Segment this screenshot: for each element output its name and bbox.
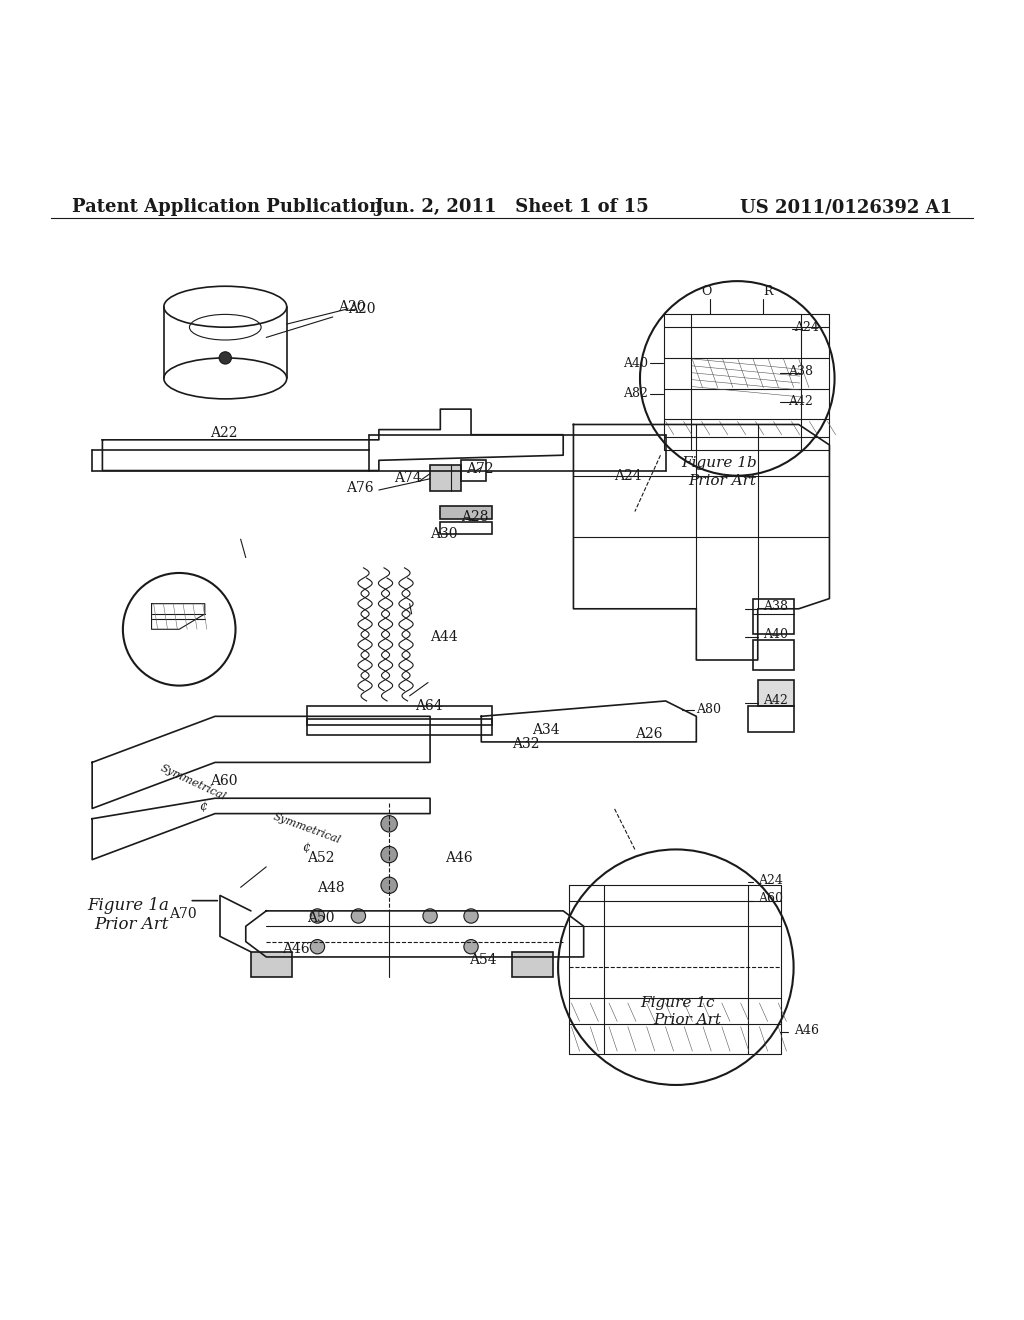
Bar [440, 507, 492, 519]
Text: A42: A42 [788, 396, 813, 408]
Text: Prior Art: Prior Art [94, 916, 169, 933]
Text: A46: A46 [794, 1024, 818, 1038]
Text: A74: A74 [394, 471, 422, 484]
Text: ¢: ¢ [302, 841, 310, 854]
Circle shape [310, 940, 325, 954]
Circle shape [464, 909, 478, 923]
Text: A24: A24 [794, 321, 818, 334]
Text: A64: A64 [415, 700, 442, 713]
Text: A72: A72 [466, 462, 494, 475]
Circle shape [310, 909, 325, 923]
Text: Prior Art: Prior Art [688, 474, 756, 488]
Text: O: O [701, 285, 712, 298]
Text: A46: A46 [282, 941, 309, 956]
Circle shape [464, 940, 478, 954]
Circle shape [423, 909, 437, 923]
Text: A76: A76 [346, 480, 374, 495]
Text: A54: A54 [469, 953, 497, 968]
Text: A20: A20 [348, 302, 376, 315]
Bar [461, 461, 486, 480]
Text: Symmetrical: Symmetrical [271, 812, 342, 846]
Bar [251, 952, 292, 977]
Circle shape [351, 909, 366, 923]
Text: Figure 1b: Figure 1b [681, 457, 757, 470]
Text: Figure 1c: Figure 1c [640, 997, 715, 1010]
Text: Prior Art: Prior Art [653, 1014, 721, 1027]
Text: A30: A30 [430, 527, 458, 541]
Circle shape [381, 876, 397, 894]
Text: Jun. 2, 2011   Sheet 1 of 15: Jun. 2, 2011 Sheet 1 of 15 [375, 198, 649, 216]
Text: A22: A22 [210, 425, 238, 440]
Text: A80: A80 [696, 702, 721, 715]
Text: A24: A24 [758, 874, 782, 887]
Text: ¢: ¢ [200, 800, 208, 813]
Text: A44: A44 [430, 631, 458, 644]
Text: A40: A40 [763, 628, 787, 642]
Text: A42: A42 [763, 694, 787, 708]
Text: A20: A20 [338, 300, 366, 314]
Bar [430, 466, 461, 491]
Text: A40: A40 [623, 356, 647, 370]
Text: R: R [763, 285, 772, 298]
Text: A82: A82 [623, 387, 647, 400]
Text: Symmetrical: Symmetrical [159, 763, 227, 803]
Text: A28: A28 [461, 510, 488, 524]
Text: A26: A26 [635, 727, 663, 741]
Text: A38: A38 [763, 601, 787, 614]
Bar [307, 706, 492, 725]
Bar [512, 952, 553, 977]
Text: A38: A38 [788, 364, 813, 378]
Text: A48: A48 [317, 882, 345, 895]
Text: Figure 1a: Figure 1a [87, 898, 169, 915]
Text: A60: A60 [210, 774, 238, 788]
Text: US 2011/0126392 A1: US 2011/0126392 A1 [740, 198, 952, 216]
Text: A52: A52 [307, 850, 335, 865]
Text: A70: A70 [169, 907, 197, 921]
Text: A34: A34 [532, 722, 560, 737]
Bar [753, 639, 794, 671]
Bar [748, 706, 794, 731]
Text: A46: A46 [445, 850, 473, 865]
Bar [758, 681, 794, 706]
Circle shape [381, 816, 397, 832]
Bar [440, 521, 492, 535]
Bar [753, 598, 794, 635]
Bar [307, 719, 492, 735]
Text: A32: A32 [512, 737, 540, 751]
Circle shape [219, 351, 231, 364]
Text: A50: A50 [307, 911, 335, 925]
Circle shape [381, 846, 397, 863]
Text: A60: A60 [758, 892, 782, 906]
Text: Patent Application Publication: Patent Application Publication [72, 198, 382, 216]
Text: A24: A24 [614, 469, 642, 483]
